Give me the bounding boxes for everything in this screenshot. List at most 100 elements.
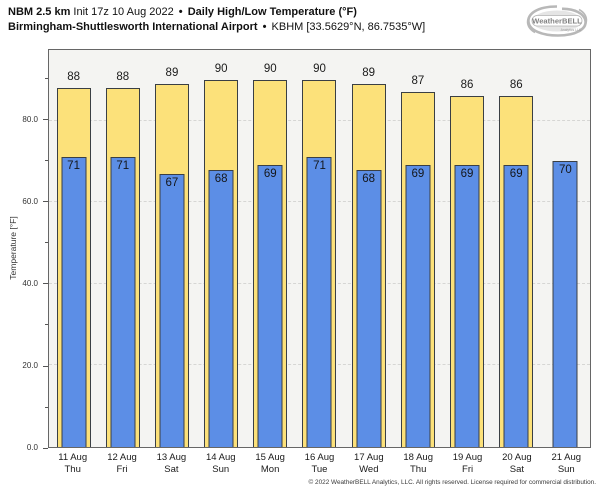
x-tick-label: 20 Aug Sat	[492, 452, 541, 476]
low-bar: 71	[61, 157, 87, 447]
low-value-label: 71	[116, 160, 130, 173]
y-tick-minor	[45, 160, 48, 162]
x-tick-label: 15 Aug Mon	[245, 452, 294, 476]
logo-brand-text: WeatherBELL	[532, 17, 582, 26]
low-value-label: 69	[509, 168, 523, 181]
bar-group-11-aug: 88 71	[49, 50, 98, 447]
x-tick-label: 19 Aug Fri	[443, 452, 492, 476]
low-bar: 68	[356, 169, 382, 447]
logo-sub-text: Analytics LLC	[561, 28, 582, 32]
x-tick-date: 13 Aug	[156, 452, 187, 463]
x-tick-label: 17 Aug Wed	[344, 452, 393, 476]
y-tick-major	[43, 365, 48, 367]
x-tick-day: Thu	[64, 464, 81, 475]
bar-group-15-aug: 90 69	[246, 50, 295, 447]
y-tick-label: 40.0	[22, 278, 38, 288]
bar-group-17-aug: 89 68	[344, 50, 393, 447]
bar-group-19-aug: 86 69	[442, 50, 491, 447]
x-tick-date: 20 Aug	[502, 452, 532, 463]
y-tick-major	[43, 201, 48, 203]
low-bar: 69	[454, 165, 480, 447]
low-value-label: 67	[165, 176, 179, 189]
low-value-label: 71	[67, 160, 80, 173]
high-value-label: 89	[362, 66, 376, 79]
copyright-notice: © 2022 WeatherBELL Analytics, LLC. All r…	[308, 479, 596, 486]
bar-group-12-aug: 88 71	[98, 50, 147, 447]
x-tick-label: 13 Aug Sat	[147, 452, 196, 476]
y-tick-minor	[45, 406, 48, 408]
low-bar: 71	[110, 157, 136, 447]
station-id: KBHM [33.5629°N, 86.7535°W]	[271, 21, 426, 33]
x-tick-label: 18 Aug Thu	[394, 452, 443, 476]
bullet-separator: •	[262, 21, 267, 33]
y-tick-minor	[45, 78, 48, 80]
chart-title-line: NBM 2.5 km Init 17z 10 Aug 2022 • Daily …	[8, 5, 425, 20]
y-tick-label: 60.0	[22, 196, 38, 206]
x-tick-day: Fri	[462, 464, 474, 475]
high-value-label: 89	[165, 66, 179, 79]
high-value-label: 86	[509, 79, 523, 92]
x-tick-date: 17 Aug	[354, 452, 384, 463]
weatherbell-logo: WeatherBELL Analytics LLC	[526, 5, 588, 37]
bar-group-18-aug: 87 69	[393, 50, 442, 447]
x-tick-date: 14 Aug	[205, 452, 236, 463]
high-value-label: 90	[313, 62, 326, 75]
high-value-label: 90	[263, 62, 277, 75]
y-axis: 0.0 20.0 40.0 60.0 80.0	[0, 49, 48, 452]
low-value-label: 68	[214, 172, 228, 185]
x-tick-label: 14 Aug Sun	[196, 452, 245, 476]
x-tick-date: 15 Aug	[255, 452, 285, 463]
x-tick-date: 18 Aug	[403, 452, 433, 463]
station-name: Birmingham-Shuttlesworth International A…	[8, 21, 258, 33]
low-bar: 67	[159, 173, 185, 447]
low-value-label: 70	[558, 164, 572, 177]
low-value-label: 71	[313, 160, 326, 173]
low-bar: 69	[503, 165, 529, 447]
bar-group-20-aug: 86 69	[492, 50, 541, 447]
x-tick-day: Sun	[212, 464, 230, 475]
bar-group-21-aug: 70	[541, 50, 590, 447]
bar-group-14-aug: 90 68	[197, 50, 246, 447]
x-tick-label: 11 Aug Thu	[48, 452, 97, 476]
x-tick-label: 21 Aug Sun	[542, 452, 591, 476]
y-tick-minor	[45, 324, 48, 326]
low-value-label: 68	[362, 172, 376, 185]
plot-area: 88 71 88 71 89 67 90 68 90 69 90 71 89 68 87 69 86 69 86 69…	[48, 49, 591, 448]
y-tick-label: 80.0	[22, 114, 38, 124]
bar-group-13-aug: 89 67	[147, 50, 196, 447]
low-bar: 69	[257, 165, 283, 447]
x-tick-day: Sat	[509, 464, 525, 475]
y-tick-label: 0.0	[26, 443, 38, 452]
high-value-label: 87	[411, 75, 425, 88]
bar-group-16-aug: 90 71	[295, 50, 344, 447]
x-tick-day: Fri	[116, 464, 128, 475]
high-value-label: 90	[214, 62, 228, 75]
low-bar: 71	[306, 157, 332, 447]
x-tick-date: 16 Aug	[304, 452, 335, 463]
y-tick-minor	[45, 242, 48, 244]
x-tick-date: 21 Aug	[551, 452, 582, 463]
chart-header: NBM 2.5 km Init 17z 10 Aug 2022 • Daily …	[8, 5, 425, 35]
x-tick-date: 11 Aug	[58, 452, 88, 463]
high-value-label: 88	[67, 70, 80, 83]
model-name: NBM 2.5 km	[8, 6, 71, 18]
init-time: Init 17z 10 Aug 2022	[73, 6, 174, 18]
x-tick-day: Tue	[311, 464, 328, 475]
x-tick-day: Thu	[410, 464, 427, 475]
x-tick-date: 12 Aug	[107, 452, 137, 463]
x-tick-label: 16 Aug Tue	[295, 452, 344, 476]
x-tick-date: 19 Aug	[452, 452, 483, 463]
low-bar: 68	[208, 169, 234, 447]
low-value-label: 69	[460, 168, 474, 181]
x-tick-day: Sun	[557, 464, 575, 475]
chart-subtitle-line: Birmingham-Shuttlesworth International A…	[8, 20, 425, 35]
logo-text-pill	[531, 15, 583, 27]
product-name: Daily High/Low Temperature (°F)	[187, 6, 357, 18]
low-bar: 69	[405, 165, 431, 447]
x-axis-labels: 11 Aug Thu 12 Aug Fri 13 Aug Sat 14 Aug Sun 15 A…	[48, 452, 591, 476]
y-tick-major	[43, 447, 48, 449]
x-tick-label: 12 Aug Fri	[97, 452, 146, 476]
high-value-label: 88	[116, 70, 130, 83]
x-tick-day: Mon	[260, 464, 280, 475]
